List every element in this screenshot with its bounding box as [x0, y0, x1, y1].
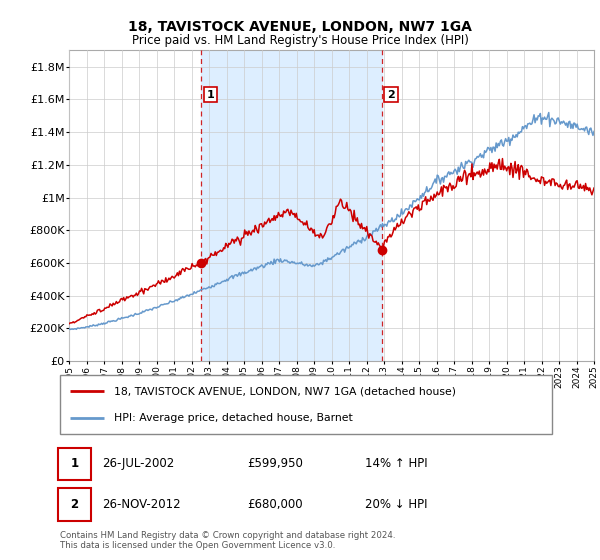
Text: 20% ↓ HPI: 20% ↓ HPI	[365, 498, 428, 511]
FancyBboxPatch shape	[58, 488, 91, 521]
FancyBboxPatch shape	[58, 447, 91, 480]
Text: 18, TAVISTOCK AVENUE, LONDON, NW7 1GA (detached house): 18, TAVISTOCK AVENUE, LONDON, NW7 1GA (d…	[114, 386, 456, 396]
Text: 2: 2	[387, 90, 395, 100]
Text: £680,000: £680,000	[247, 498, 302, 511]
Text: 14% ↑ HPI: 14% ↑ HPI	[365, 458, 428, 470]
Text: 1: 1	[70, 458, 79, 470]
Bar	[202, 50, 382, 361]
FancyBboxPatch shape	[60, 375, 552, 434]
Text: 26-NOV-2012: 26-NOV-2012	[102, 498, 181, 511]
Text: 2: 2	[70, 498, 79, 511]
Text: Contains HM Land Registry data © Crown copyright and database right 2024.
This d: Contains HM Land Registry data © Crown c…	[60, 531, 395, 550]
Text: HPI: Average price, detached house, Barnet: HPI: Average price, detached house, Barn…	[114, 413, 353, 423]
Text: 1: 1	[206, 90, 214, 100]
Text: £599,950: £599,950	[247, 458, 303, 470]
Text: 26-JUL-2002: 26-JUL-2002	[102, 458, 174, 470]
Text: Price paid vs. HM Land Registry's House Price Index (HPI): Price paid vs. HM Land Registry's House …	[131, 34, 469, 46]
Text: 18, TAVISTOCK AVENUE, LONDON, NW7 1GA: 18, TAVISTOCK AVENUE, LONDON, NW7 1GA	[128, 20, 472, 34]
